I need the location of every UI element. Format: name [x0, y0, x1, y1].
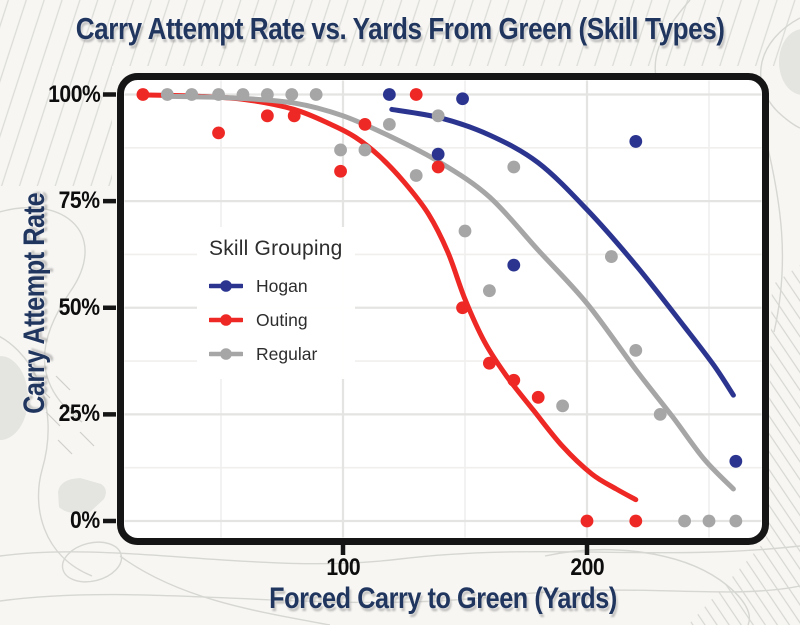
data-point-regular [160, 88, 174, 101]
hatch-top [0, 0, 800, 66]
data-point-outing [431, 160, 445, 174]
data-point-outing [212, 126, 225, 140]
legend-key-dot [220, 314, 232, 326]
data-point-outing [483, 356, 496, 370]
legend-items: Hogan Outing Regular [209, 269, 355, 371]
trend-line-regular [162, 93, 736, 492]
data-point-regular [212, 88, 225, 101]
data-point-regular [334, 143, 347, 157]
data-point-regular [556, 399, 569, 413]
legend-key-icon [209, 314, 243, 326]
plot-panel [120, 76, 766, 542]
y-tick-label: 100% [28, 80, 101, 108]
data-point-outing [287, 109, 301, 123]
legend: Skill Grouping Hogan Outing Regular [197, 227, 355, 379]
hatch-right [688, 265, 800, 625]
data-point-regular [483, 284, 496, 298]
data-point-hogan [456, 92, 469, 106]
y-tick-label: 25% [28, 402, 100, 426]
data-point-regular [507, 160, 521, 174]
axis-ticks [103, 92, 590, 555]
legend-item-label: Outing [256, 309, 308, 330]
y-tick-label-text: 25% [59, 400, 100, 428]
legend-item-hogan: Hogan [209, 269, 355, 303]
data-point-regular [653, 407, 667, 421]
y-tick-label: 0% [28, 509, 100, 533]
data-point-hogan [507, 258, 521, 272]
trend-curves [140, 92, 736, 503]
trend-line-hogan [389, 106, 736, 398]
legend-item-label: Regular [256, 343, 318, 364]
x-tick-label: 100 [303, 556, 383, 580]
data-point-regular [260, 88, 274, 101]
bunker-shapes [0, 29, 800, 514]
data-point-regular [382, 117, 396, 131]
data-point-regular [358, 143, 372, 157]
data-point-hogan [382, 88, 396, 101]
data-point-regular [678, 514, 691, 528]
trend-line-outing [140, 92, 639, 503]
data-point-regular [702, 514, 716, 528]
legend-item-outing: Outing [209, 303, 355, 337]
data-point-regular [309, 88, 323, 101]
data-point-outing [629, 514, 643, 528]
data-point-regular [629, 344, 643, 357]
data-point-outing [136, 88, 150, 101]
data-point-regular [605, 250, 618, 263]
data-points [136, 88, 743, 528]
y-tick-label: 50% [28, 293, 100, 321]
data-point-regular [729, 514, 743, 528]
data-point-outing [409, 88, 423, 101]
data-point-regular [185, 88, 199, 101]
legend-key-dot [220, 280, 232, 292]
y-tick-label: 75% [28, 189, 100, 213]
legend-key-icon [209, 348, 243, 360]
legend-key-icon [209, 280, 243, 292]
data-point-outing [456, 301, 469, 315]
data-point-regular [236, 88, 250, 101]
x-tick-label-text: 100 [326, 554, 360, 581]
x-tick-label: 200 [547, 556, 627, 580]
x-axis-title: Forced Carry to Green (Yards) [120, 582, 766, 616]
chart-title: Carry Attempt Rate vs. Yards From Green … [0, 11, 800, 47]
y-tick-label-text: 50% [59, 293, 100, 321]
data-point-outing [580, 514, 594, 528]
legend-item-regular: Regular [209, 337, 355, 371]
panel-border [117, 73, 769, 545]
data-point-regular [409, 169, 423, 182]
legend-item-label: Hogan [256, 275, 308, 296]
data-point-outing [260, 109, 274, 123]
data-point-outing [507, 373, 521, 387]
data-point-outing [334, 164, 347, 178]
x-axis-title-text: Forced Carry to Green (Yards) [269, 582, 617, 615]
data-point-regular [458, 224, 472, 238]
slope-dashes [35, 375, 95, 455]
y-tick-label-text: 0% [70, 507, 100, 534]
data-point-hogan [629, 135, 643, 148]
data-point-hogan [729, 454, 743, 468]
data-point-outing [531, 390, 545, 404]
data-point-regular [431, 109, 445, 123]
x-tick-label-text: 200 [570, 554, 604, 581]
chart-title-text: Carry Attempt Rate vs. Yards From Green … [75, 11, 725, 46]
data-point-outing [358, 117, 372, 131]
data-point-regular [285, 88, 299, 101]
y-tick-label-text: 75% [59, 187, 100, 215]
y-tick-label-text: 100% [47, 80, 101, 108]
legend-key-dot [220, 348, 232, 360]
hatch-left [0, 66, 112, 186]
data-point-hogan [431, 147, 445, 161]
legend-title: Skill Grouping [209, 237, 343, 260]
